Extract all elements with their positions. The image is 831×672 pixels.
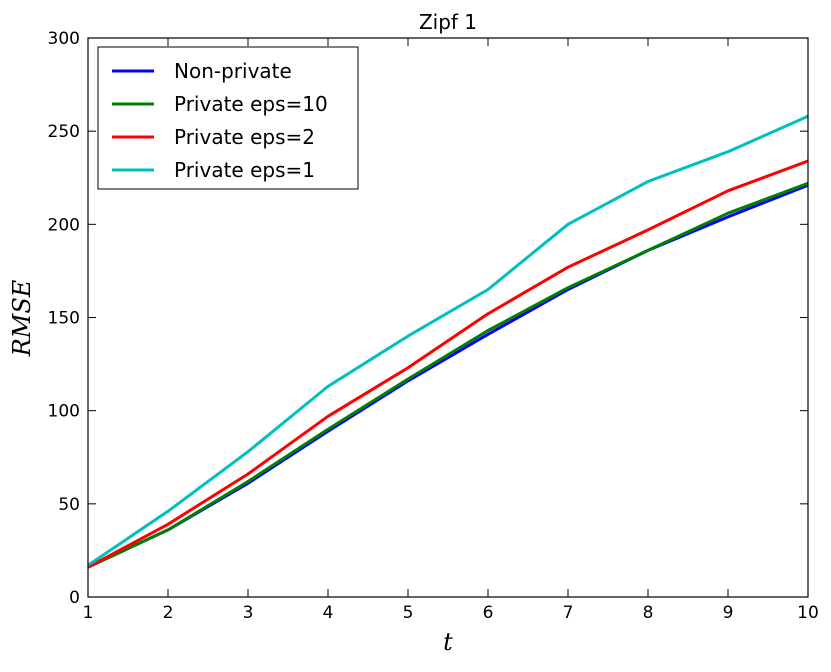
x-tick-label: 1 [83, 603, 94, 623]
x-tick-label: 6 [483, 603, 494, 623]
series-line-3 [87, 114, 809, 567]
y-tick-label: 150 [48, 309, 80, 329]
legend: Non-private Private eps=10 Private eps=2 Pr… [97, 46, 359, 190]
y-axis-label: RMSE [8, 279, 36, 357]
y-tick-label: 250 [48, 122, 80, 142]
x-tick-label: 9 [723, 603, 734, 623]
series-line-1 [87, 181, 809, 569]
series-line-2 [87, 159, 809, 569]
x-tick-label: 5 [403, 603, 414, 623]
y-tick-label: 200 [48, 215, 80, 235]
chart-title: Zipf 1 [419, 10, 477, 34]
legend-label-2: Private eps=2 [174, 125, 315, 149]
series-line-0 [87, 183, 809, 569]
y-tick-label: 300 [48, 29, 80, 49]
x-tick-label: 10 [797, 603, 819, 623]
x-axis-label: t [443, 628, 453, 656]
legend-label-1: Private eps=10 [174, 92, 328, 116]
y-tick-label: 100 [48, 402, 80, 422]
y-tick-label: 50 [58, 495, 80, 515]
x-tick-label: 3 [243, 603, 254, 623]
x-tick-label: 8 [643, 603, 654, 623]
x-tick-label: 2 [163, 603, 174, 623]
y-tick-label: 0 [69, 588, 80, 608]
legend-label-3: Private eps=1 [174, 158, 315, 182]
series-layer [87, 114, 809, 569]
x-tick-label: 7 [563, 603, 574, 623]
x-tick-label: 4 [323, 603, 334, 623]
legend-label-0: Non-private [174, 59, 292, 83]
